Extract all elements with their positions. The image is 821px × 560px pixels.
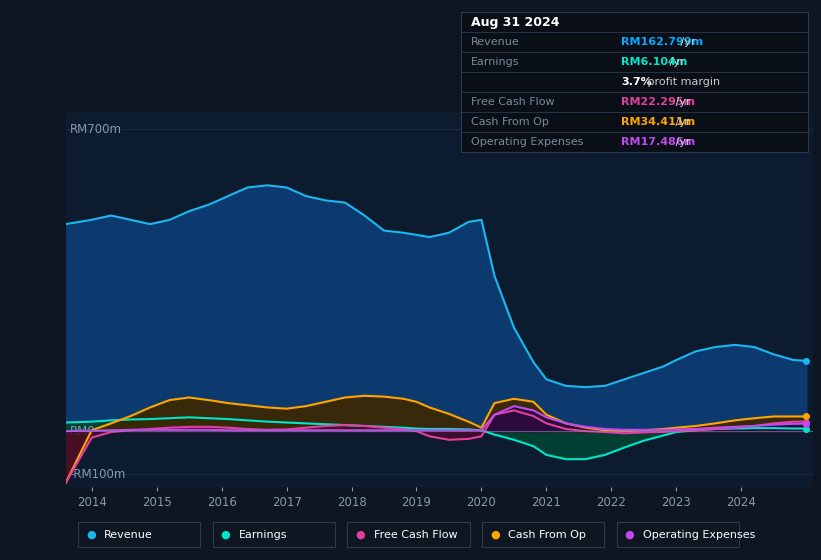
Text: Revenue: Revenue xyxy=(471,37,520,47)
Text: -RM100m: -RM100m xyxy=(70,468,126,481)
Text: Cash From Op: Cash From Op xyxy=(471,117,549,127)
Text: Operating Expenses: Operating Expenses xyxy=(643,530,755,540)
Text: RM0: RM0 xyxy=(70,424,95,437)
Text: Cash From Op: Cash From Op xyxy=(508,530,586,540)
Text: RM700m: RM700m xyxy=(70,123,122,136)
Text: ●: ● xyxy=(355,530,365,540)
Text: Earnings: Earnings xyxy=(471,57,520,67)
Text: Earnings: Earnings xyxy=(239,530,287,540)
Text: Aug 31 2024: Aug 31 2024 xyxy=(471,16,560,29)
Text: RM17.486m: RM17.486m xyxy=(621,137,695,147)
Text: /yr: /yr xyxy=(666,57,685,67)
Text: Operating Expenses: Operating Expenses xyxy=(471,137,584,147)
Text: /yr: /yr xyxy=(672,97,690,107)
Text: ●: ● xyxy=(490,530,500,540)
Text: Free Cash Flow: Free Cash Flow xyxy=(471,97,555,107)
Text: profit margin: profit margin xyxy=(644,77,720,87)
Text: /yr: /yr xyxy=(672,137,690,147)
Text: RM6.104m: RM6.104m xyxy=(621,57,688,67)
Text: ●: ● xyxy=(86,530,96,540)
Text: RM162.799m: RM162.799m xyxy=(621,37,704,47)
Text: ●: ● xyxy=(221,530,231,540)
Text: RM22.295m: RM22.295m xyxy=(621,97,695,107)
Text: /yr: /yr xyxy=(677,37,696,47)
Text: 3.7%: 3.7% xyxy=(621,77,652,87)
Text: RM34.411m: RM34.411m xyxy=(621,117,695,127)
Text: /yr: /yr xyxy=(672,117,690,127)
Text: ●: ● xyxy=(625,530,635,540)
Text: Revenue: Revenue xyxy=(104,530,153,540)
Text: Free Cash Flow: Free Cash Flow xyxy=(374,530,457,540)
